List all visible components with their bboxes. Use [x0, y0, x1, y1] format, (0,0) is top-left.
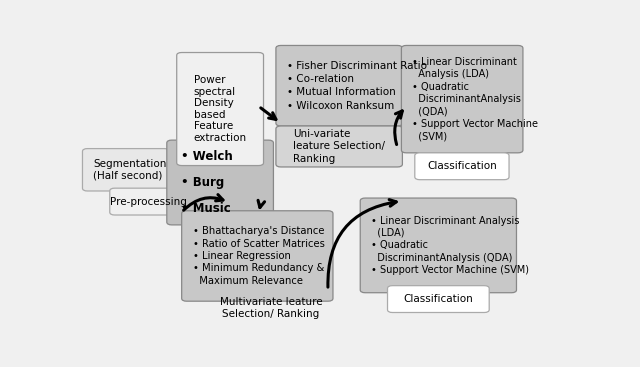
FancyBboxPatch shape: [167, 140, 273, 225]
Text: • Music: • Music: [180, 202, 230, 215]
FancyBboxPatch shape: [360, 198, 516, 293]
FancyBboxPatch shape: [276, 126, 403, 167]
Text: • Linear Discriminant Analysis
  (LDA)
• Quadratic
  DiscriminantAnalysis (QDA)
: • Linear Discriminant Analysis (LDA) • Q…: [371, 215, 529, 275]
Text: • Welch: • Welch: [180, 150, 232, 163]
Text: Uni-variate
Ieature Selection/
Ranking: Uni-variate Ieature Selection/ Ranking: [293, 129, 385, 164]
FancyBboxPatch shape: [415, 153, 509, 180]
Text: Multivariate Ieature
Selection/ Ranking: Multivariate Ieature Selection/ Ranking: [220, 298, 323, 319]
FancyBboxPatch shape: [177, 52, 264, 166]
FancyBboxPatch shape: [83, 149, 169, 191]
Text: • Linear Discriminant
  Analysis (LDA)
• Quadratic
  DiscriminantAnalysis
  (QDA: • Linear Discriminant Analysis (LDA) • Q…: [412, 57, 538, 141]
Text: Classification: Classification: [427, 161, 497, 171]
Text: Segmentation
(Half second): Segmentation (Half second): [93, 159, 167, 181]
Text: Power
spectral
Density
based
Feature
extraction: Power spectral Density based Feature ext…: [193, 75, 246, 143]
FancyBboxPatch shape: [388, 286, 489, 313]
FancyBboxPatch shape: [182, 211, 333, 301]
Text: • Burg: • Burg: [180, 176, 224, 189]
Text: • Bhattacharya's Distance
• Ratio of Scatter Matrices
• Linear Regression
• Mini: • Bhattacharya's Distance • Ratio of Sca…: [193, 226, 324, 286]
FancyBboxPatch shape: [110, 188, 187, 215]
Text: Pre-processing: Pre-processing: [110, 197, 187, 207]
FancyBboxPatch shape: [276, 46, 403, 126]
Text: • Fisher Discriminant Ratio
• Co-relation
• Mutual Information
• Wilcoxon Ranksu: • Fisher Discriminant Ratio • Co-relatio…: [287, 61, 427, 110]
FancyBboxPatch shape: [401, 46, 523, 153]
Text: Classification: Classification: [403, 294, 473, 304]
